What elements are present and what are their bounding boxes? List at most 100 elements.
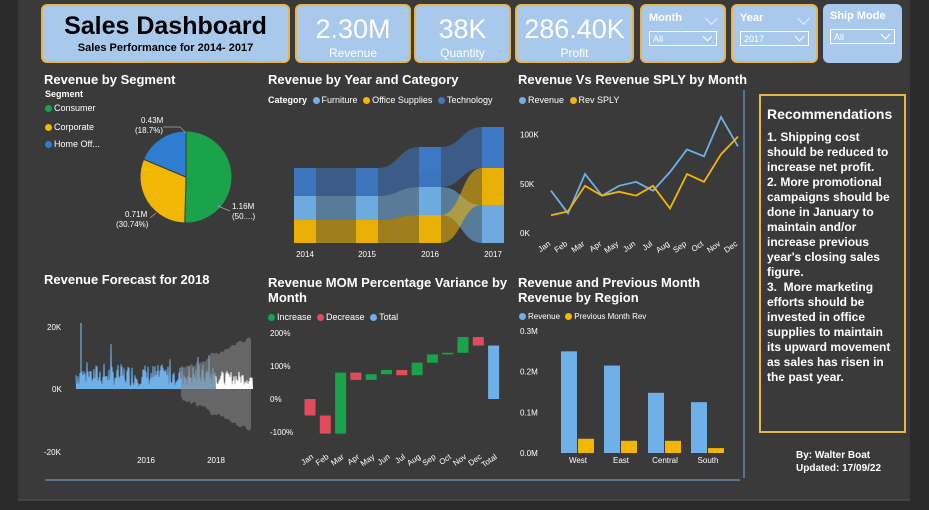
x-tick-label: Apr bbox=[346, 452, 362, 467]
ribbon-bar-2015 bbox=[356, 168, 378, 196]
ribbon-connector bbox=[316, 196, 356, 220]
y-tick-label: 0.0M bbox=[520, 449, 538, 458]
segment-pie-labels: 0.43M (18.7%) 0.71M (30.74%) 1.16M (50..… bbox=[116, 116, 255, 229]
slicer-month[interactable]: Month All bbox=[640, 4, 726, 63]
segment-pie-chart[interactable] bbox=[139, 130, 233, 224]
region-chart-title: Revenue and Previous Month Revenue by Reg… bbox=[518, 275, 700, 305]
legend-item-corporate[interactable]: Corporate bbox=[45, 119, 100, 136]
region-legend: Revenue Previous Month Rev bbox=[519, 312, 646, 321]
legend-label: Previous Month Rev bbox=[574, 312, 647, 321]
title-line: Revenue MOM Percentage Variance by bbox=[268, 275, 508, 290]
bar-revenue-south bbox=[691, 402, 707, 453]
waterfall-bar-jan bbox=[304, 399, 316, 416]
y-tick-label: 0.3M bbox=[520, 327, 538, 336]
month-dropdown[interactable]: All bbox=[649, 31, 717, 46]
segment-legend: Segment Consumer Corporate Home Off... bbox=[45, 89, 100, 153]
legend-item-increase[interactable]: Increase bbox=[268, 312, 312, 322]
legend-item-furniture[interactable]: Furniture bbox=[310, 95, 358, 105]
y-tick-label: 0K bbox=[520, 229, 530, 238]
legend-label: Office Supplies bbox=[372, 95, 433, 105]
legend-item-revenue[interactable]: Revenue bbox=[519, 95, 564, 105]
waterfall-bar-apr bbox=[350, 372, 362, 380]
x-tick-label: Oct bbox=[690, 239, 706, 254]
ribbon-bar-2016 bbox=[419, 215, 441, 243]
page-subtitle: Sales Performance for 2014- 2017 bbox=[77, 42, 254, 54]
bar-revenue-central bbox=[648, 392, 664, 453]
pie-leader-line bbox=[163, 126, 187, 134]
recommendations-panel: Recommendations 1. Shipping cost should … bbox=[759, 94, 906, 433]
segment-chart-title: Revenue by Segment bbox=[44, 72, 176, 87]
bar-prev-month-central bbox=[665, 440, 681, 453]
x-tick-label: Mar bbox=[570, 239, 587, 254]
legend-label: Increase bbox=[277, 312, 312, 322]
y-tick-label: 100% bbox=[270, 362, 290, 371]
title-card: Sales Dashboard Sales Performance for 20… bbox=[41, 4, 290, 63]
pie-slice-corporate bbox=[139, 158, 187, 224]
legend-item-home-office[interactable]: Home Off... bbox=[45, 136, 100, 153]
x-tick-label: Dec bbox=[722, 239, 739, 255]
ribbon-bar-top bbox=[482, 127, 504, 168]
ribbon-bar-2015 bbox=[356, 196, 378, 220]
forecast-series bbox=[215, 371, 253, 390]
x-tick-label: Sep bbox=[421, 452, 438, 468]
bar-prev-month-west bbox=[578, 438, 594, 453]
waterfall-bar-aug bbox=[411, 362, 423, 376]
legend-label: Furniture bbox=[321, 95, 358, 105]
waterfall-bar-dec bbox=[472, 336, 484, 346]
x-tick-label: May bbox=[603, 239, 621, 255]
bar-prev-month-south bbox=[708, 448, 724, 453]
title-line: Month bbox=[268, 290, 307, 305]
pie-label-cons-value: 1.16M bbox=[232, 202, 255, 211]
y-tick-label: 200% bbox=[270, 329, 290, 338]
slicer-ship-mode[interactable]: Ship Mode All bbox=[823, 4, 902, 63]
legend-item-decrease[interactable]: Decrease bbox=[314, 312, 365, 322]
dashboard-canvas bbox=[18, 0, 910, 500]
legend-item-total[interactable]: Total bbox=[367, 312, 398, 322]
pie-label-cons-pct: (50....) bbox=[232, 212, 255, 221]
pie-label-home-value: 0.43M bbox=[141, 116, 164, 125]
legend-item-technology[interactable]: Technology bbox=[435, 95, 493, 105]
slicer-label: Month bbox=[649, 12, 682, 24]
x-tick-label: Sep bbox=[671, 239, 688, 255]
x-tick-label: 2016 bbox=[421, 250, 439, 259]
ribbon-bar-top bbox=[419, 147, 441, 171]
ribbon-bar-2017 bbox=[482, 168, 504, 205]
waterfall-bar-jun bbox=[381, 369, 392, 375]
year-dropdown[interactable]: 2017 bbox=[740, 31, 809, 46]
ship-mode-dropdown[interactable]: All bbox=[830, 29, 895, 44]
sply-line-chart[interactable]: 0K 50K 100K Jan Feb Mar Apr May Jun Jul Aug Sep Oct N… bbox=[520, 114, 739, 255]
ribbon-connector bbox=[378, 147, 419, 196]
ribbon-connector bbox=[441, 127, 482, 187]
region-bar-chart[interactable]: 0.0M 0.1M 0.2M 0.3M West East Central South bbox=[520, 327, 724, 465]
pie-label-corp-pct: (30.74%) bbox=[116, 220, 149, 229]
kpi-label: Revenue bbox=[328, 46, 378, 60]
mom-chart-title: Revenue MOM Percentage Variance by Month bbox=[268, 275, 507, 305]
category-ribbon-chart[interactable]: 2014 2015 2016 2017 bbox=[294, 127, 504, 259]
legend-item-office-supplies[interactable]: Office Supplies bbox=[360, 95, 432, 105]
x-tick-label: West bbox=[569, 456, 588, 465]
recommendations-title: Recommendations bbox=[767, 106, 893, 122]
ribbon-connector bbox=[316, 168, 356, 196]
legend-item-previous-month-rev[interactable]: Previous Month Rev bbox=[562, 312, 646, 321]
y-tick-label: 0.2M bbox=[520, 368, 538, 377]
forecast-chart[interactable]: 20K 0K -20K 2016 2018 bbox=[44, 323, 253, 465]
legend-item-rev-sply[interactable]: Rev SPLY bbox=[567, 95, 619, 105]
legend-item-consumer[interactable]: Consumer bbox=[45, 100, 100, 117]
ribbon-bar-2014 bbox=[294, 220, 316, 243]
legend-label: Technology bbox=[446, 95, 493, 105]
x-tick-label: Jan bbox=[536, 239, 552, 254]
legend-label: Decrease bbox=[326, 312, 365, 322]
dropdown-value: All bbox=[653, 34, 664, 44]
x-tick-label: Central bbox=[652, 456, 678, 465]
kpi-value: 2.30M bbox=[315, 14, 391, 44]
ribbon-bar-2015 bbox=[356, 220, 378, 243]
recommendations-body: 1. Shipping cost should be reduced to in… bbox=[767, 130, 891, 384]
ribbon-bar-2014 bbox=[294, 168, 316, 196]
x-tick-label: Jun bbox=[621, 239, 637, 254]
x-tick-label: Total bbox=[480, 452, 499, 469]
y-tick-label: -100% bbox=[270, 428, 293, 437]
legend-item-revenue[interactable]: Revenue bbox=[519, 312, 560, 321]
ribbon-bar-2016 bbox=[419, 187, 441, 215]
slicer-year[interactable]: Year 2017 bbox=[731, 4, 818, 63]
